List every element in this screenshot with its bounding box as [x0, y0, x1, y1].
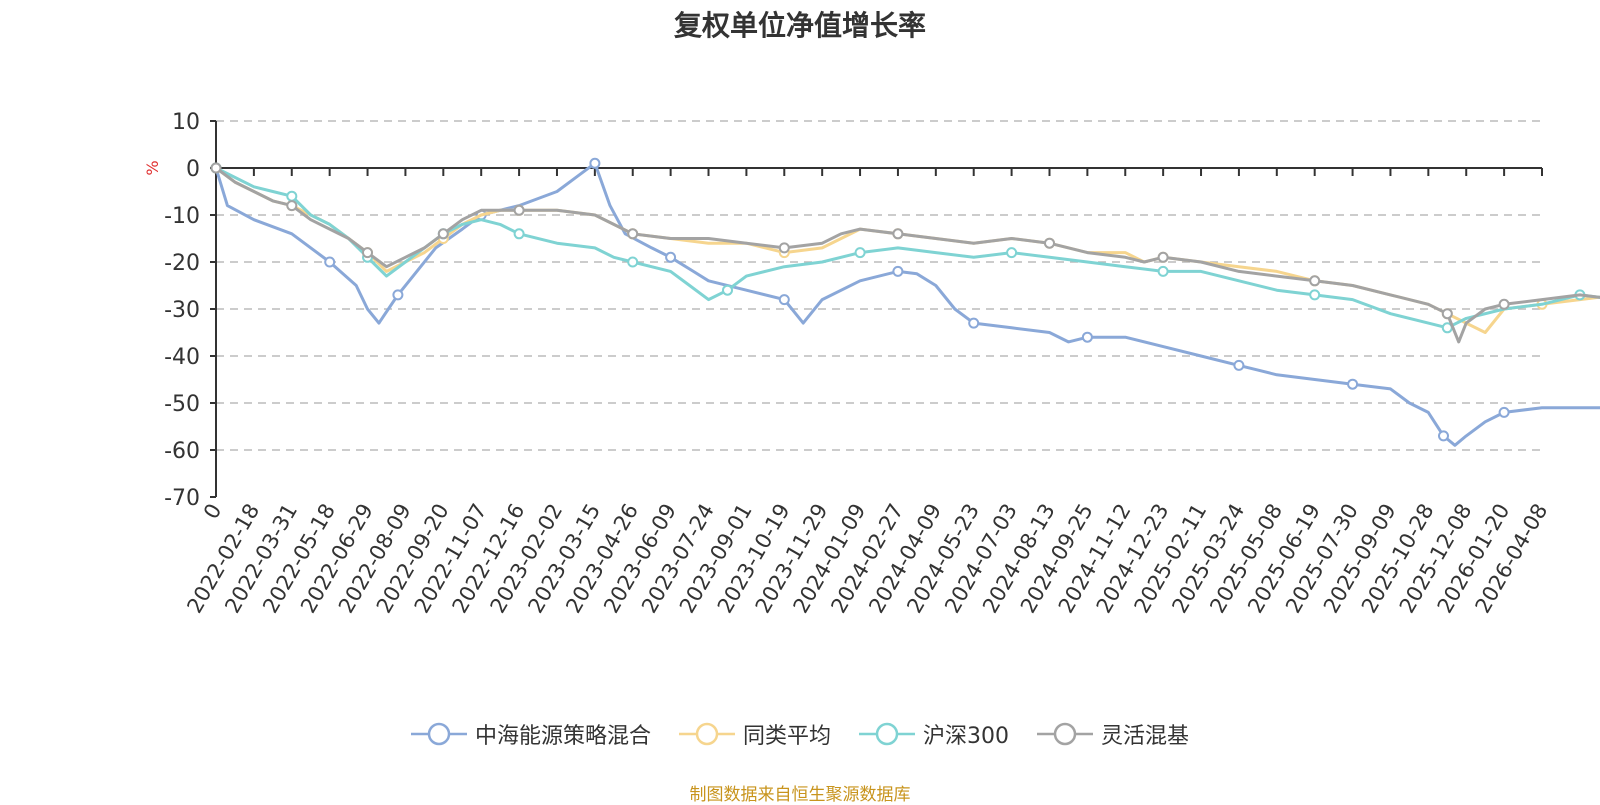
data-point: [893, 229, 902, 238]
y-tick-label: 10: [172, 110, 200, 135]
legend-marker-icon: [1037, 722, 1093, 746]
data-point: [212, 164, 221, 173]
data-point: [1159, 253, 1168, 262]
y-axis-title: %: [143, 160, 162, 175]
legend-item[interactable]: 沪深300: [859, 718, 1009, 750]
data-point: [893, 267, 902, 276]
x-tick-label: 0: [199, 500, 226, 524]
series-line-2: [216, 149, 1600, 332]
series-line-1: [216, 163, 1600, 469]
data-point: [1083, 333, 1092, 342]
data-point: [1234, 361, 1243, 370]
source-note: 制图数据来自恒生聚源数据库: [0, 780, 1600, 805]
legend-item[interactable]: 同类平均: [679, 718, 831, 750]
data-point: [1310, 290, 1319, 299]
data-point: [856, 248, 865, 257]
series-lines: [212, 145, 1600, 469]
data-point: [628, 229, 637, 238]
data-point: [1045, 239, 1054, 248]
data-point: [969, 319, 978, 328]
data-point: [1443, 309, 1452, 318]
legend-label: 灵活混基: [1101, 718, 1189, 750]
y-tick-label: -30: [164, 298, 200, 323]
y-tick-label: -60: [164, 439, 200, 464]
data-point: [780, 295, 789, 304]
data-point: [393, 290, 402, 299]
data-point: [515, 229, 524, 238]
data-point: [1439, 431, 1448, 440]
data-point: [1348, 380, 1357, 389]
y-tick-label: -70: [164, 486, 200, 511]
legend-item[interactable]: 灵活混基: [1037, 718, 1189, 750]
y-tick-label: 0: [186, 157, 200, 182]
legend-circle: [1055, 724, 1075, 744]
data-point: [780, 243, 789, 252]
series-line-4: [216, 145, 1600, 342]
data-point: [590, 159, 599, 168]
legend-circle: [877, 724, 897, 744]
data-point: [1500, 300, 1509, 309]
data-point: [287, 192, 296, 201]
data-point: [325, 258, 334, 267]
legend-marker-icon: [411, 722, 467, 746]
data-point: [1500, 408, 1509, 417]
data-point: [439, 229, 448, 238]
y-tick-label: -40: [164, 345, 200, 370]
tick-labels: 100-10-20-30-40-50-60-70%02022-02-182022…: [143, 110, 1552, 617]
legend-label: 沪深300: [923, 718, 1009, 750]
data-point: [1159, 267, 1168, 276]
y-tick-label: -10: [164, 204, 200, 229]
data-point: [515, 206, 524, 215]
data-point: [1310, 276, 1319, 285]
legend-label: 同类平均: [743, 718, 831, 750]
data-point: [723, 286, 732, 295]
data-point: [363, 248, 372, 257]
y-tick-label: -50: [164, 392, 200, 417]
legend-marker-icon: [679, 722, 735, 746]
data-point: [287, 201, 296, 210]
legend-label: 中海能源策略混合: [475, 718, 651, 750]
legend-circle: [429, 724, 449, 744]
legend-circle: [697, 724, 717, 744]
data-point: [666, 253, 675, 262]
legend-marker-icon: [859, 722, 915, 746]
legend-item[interactable]: 中海能源策略混合: [411, 718, 651, 750]
data-point: [628, 258, 637, 267]
data-point: [1007, 248, 1016, 257]
y-tick-label: -20: [164, 251, 200, 276]
legend: 中海能源策略混合 同类平均 沪深300 灵活混基: [0, 718, 1600, 750]
